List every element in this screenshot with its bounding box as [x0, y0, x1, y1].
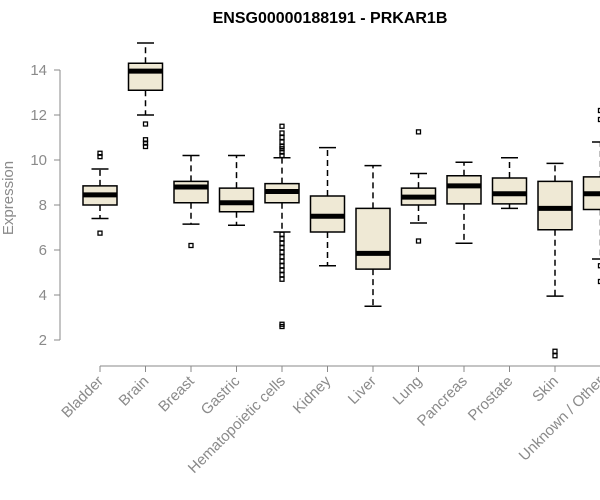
outlier-point: [279, 249, 285, 255]
outlier-point: [415, 129, 422, 135]
outlier-point: [279, 267, 285, 273]
boxes: [82, 42, 600, 359]
outlier-point: [279, 139, 285, 145]
outlier-point: [279, 254, 285, 260]
outlier-point: [597, 107, 600, 114]
box-group: [355, 164, 391, 307]
outlier-point: [279, 276, 285, 282]
box: [446, 175, 482, 205]
y-tick-label: 2: [39, 332, 47, 349]
box-group: [218, 154, 255, 226]
box: [218, 187, 255, 213]
outlier-point: [552, 348, 558, 354]
outlier-point: [279, 231, 285, 237]
x-tick-label: Skin: [529, 373, 562, 406]
outlier-point: [142, 137, 149, 143]
chart-title: ENSG00000188191 - PRKAR1B: [213, 10, 448, 27]
box: [491, 177, 528, 205]
box-group: [491, 157, 528, 210]
outlier-point: [279, 130, 285, 136]
box-group: [400, 129, 437, 244]
x-tick-label: Bladder: [58, 373, 107, 422]
box-group: [82, 150, 118, 236]
y-tick-label: 6: [39, 242, 47, 259]
box-group: [582, 107, 600, 285]
outlier-point: [597, 116, 600, 123]
outlier-point: [279, 123, 285, 129]
x-tick-label: Breast: [155, 372, 198, 415]
outlier-point: [279, 323, 285, 330]
outlier-point: [415, 238, 422, 244]
outlier-point: [597, 263, 600, 269]
outlier-point: [597, 278, 600, 285]
box-group: [264, 123, 300, 330]
outlier-point: [279, 272, 285, 278]
outlier-point: [97, 230, 103, 236]
box-group: [537, 162, 573, 359]
y-tick-label: 14: [30, 62, 47, 79]
x-tick-label: Liver: [345, 373, 380, 408]
x-tick-label: Brain: [116, 373, 153, 410]
box: [127, 62, 164, 91]
x-tick-label: Kidney: [290, 372, 335, 417]
outlier-point: [188, 242, 194, 249]
box-group: [309, 146, 346, 267]
outlier-point: [279, 134, 285, 141]
outlier-point: [279, 152, 285, 159]
x-tick-label: Prostate: [465, 373, 517, 425]
box-group: [173, 154, 209, 249]
outlier-point: [97, 150, 103, 156]
x-tick-label: Pancreas: [414, 373, 471, 430]
outlier-point: [552, 353, 558, 359]
box: [537, 180, 573, 231]
outlier-point: [279, 263, 285, 269]
y-tick-label: 12: [30, 107, 47, 124]
x-tick-label: Lung: [390, 373, 426, 409]
y-axis: 2 4 6 8 10 12 14: [30, 62, 61, 349]
y-tick-label: 8: [39, 197, 47, 214]
box-group: [127, 42, 164, 150]
box-group: [446, 161, 482, 244]
outlier-point: [142, 121, 149, 127]
box: [355, 207, 391, 270]
outlier-point: [279, 236, 285, 242]
y-tick-label: 4: [39, 287, 47, 304]
y-axis-label: Expression: [0, 161, 17, 235]
outlier-point: [279, 258, 285, 264]
outlier-point: [279, 245, 285, 251]
y-tick-label: 10: [30, 152, 47, 169]
outlier-point: [279, 240, 285, 246]
